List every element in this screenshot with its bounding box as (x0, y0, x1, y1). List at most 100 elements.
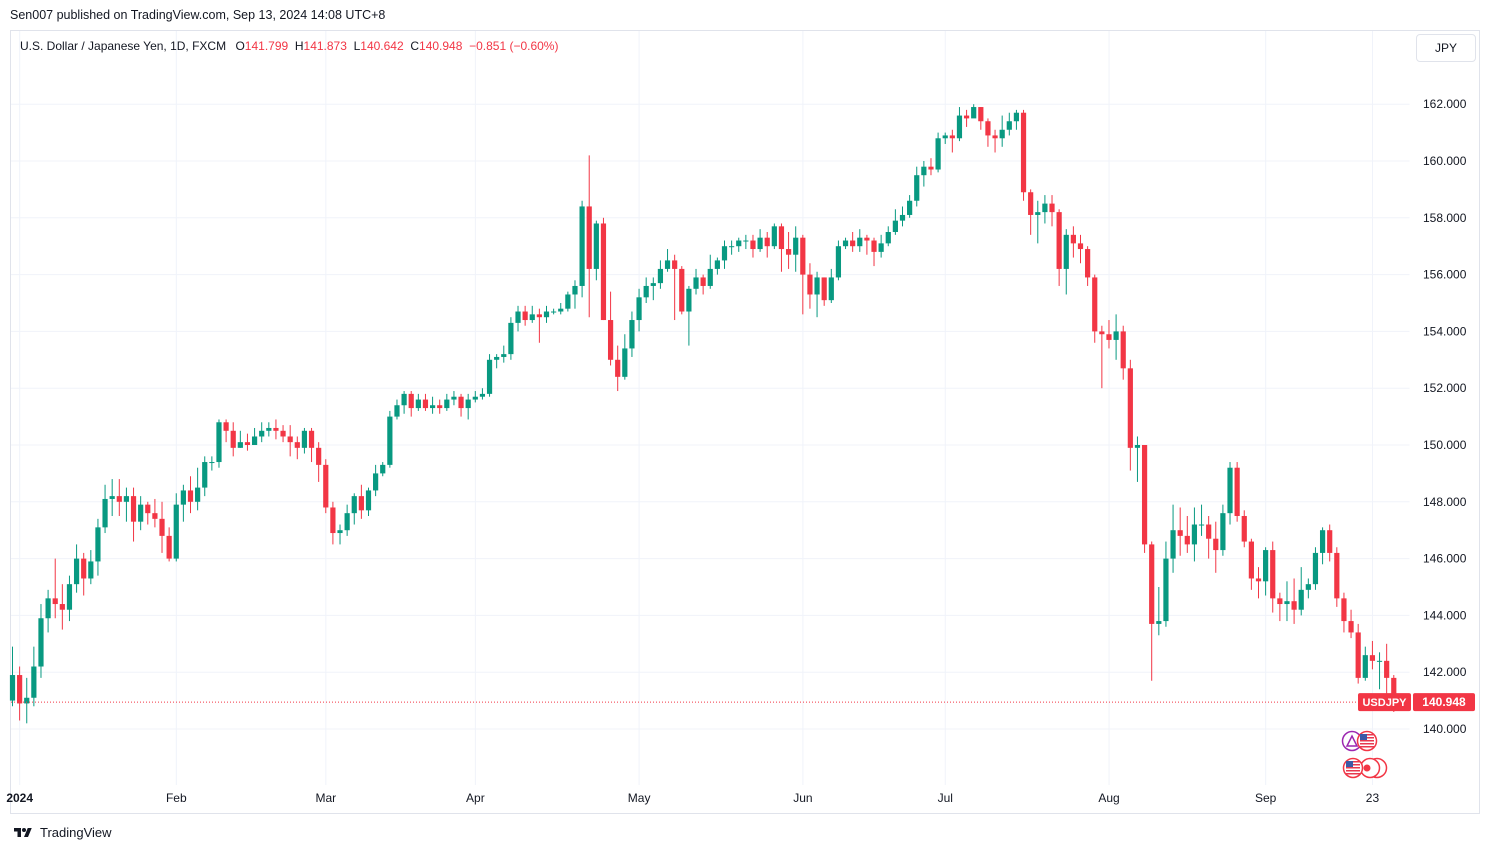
candle (1298, 567, 1304, 616)
legend-low: 140.642 (360, 39, 404, 53)
us-flag-icon[interactable] (1356, 730, 1378, 752)
currency-button[interactable]: JPY (1416, 34, 1476, 62)
candle-body (230, 430, 236, 448)
candle (1170, 504, 1176, 573)
candle-body (992, 135, 998, 139)
candle (52, 558, 58, 619)
candle (308, 427, 315, 463)
candle (743, 234, 749, 250)
candle-body (1077, 243, 1084, 250)
candle (145, 501, 151, 525)
chart-frame (10, 30, 1480, 814)
candle-body (266, 427, 272, 431)
candle (351, 493, 357, 525)
candle (842, 237, 849, 250)
candle (928, 158, 934, 176)
candle (1305, 578, 1311, 599)
candle-body (380, 464, 386, 474)
candle (88, 550, 94, 585)
candle (508, 317, 514, 360)
candle (24, 677, 30, 724)
candle-body (515, 311, 521, 323)
candle-body (664, 260, 671, 269)
candle-body (1341, 598, 1347, 622)
candle (138, 496, 144, 531)
candle (1291, 578, 1297, 624)
candle-body (600, 223, 607, 321)
candle (572, 280, 578, 309)
candle-body (472, 396, 478, 400)
candle-body (1056, 212, 1062, 269)
candle-body (1298, 589, 1304, 610)
candle-body (1028, 192, 1034, 215)
candle (857, 229, 863, 252)
candle (579, 200, 585, 298)
candle-body (273, 427, 279, 431)
candle-body (244, 442, 251, 445)
candle (729, 240, 735, 255)
candle-body (180, 490, 186, 505)
candle-body (351, 496, 357, 514)
candle (657, 260, 664, 289)
candle (800, 234, 806, 315)
candle-body (251, 436, 258, 445)
candle-body (1220, 513, 1226, 551)
candle-body (501, 354, 507, 357)
candle (180, 484, 186, 522)
candle-body (956, 115, 963, 139)
candle-body (202, 462, 208, 488)
candle-body (785, 249, 792, 255)
candle (1362, 646, 1368, 681)
candle-body (1120, 331, 1126, 369)
candle-body (1184, 535, 1190, 545)
y-tick-label: 152.000 (1423, 381, 1467, 395)
candle (1327, 524, 1333, 562)
candle-body (216, 422, 222, 463)
y-tick-label: 144.000 (1423, 608, 1467, 622)
candle (130, 487, 137, 542)
candle-body (942, 135, 948, 139)
candle (693, 268, 699, 295)
candle-body (743, 240, 749, 242)
candle-body (543, 311, 550, 318)
candle (437, 399, 443, 414)
candle (365, 487, 372, 516)
x-tick-label: Jun (793, 791, 812, 805)
candle (1198, 504, 1205, 536)
legend-high: 141.873 (303, 39, 347, 53)
candle-body (1277, 598, 1283, 605)
y-tick-label: 160.000 (1423, 154, 1467, 168)
event-dot (1363, 764, 1371, 772)
candle (1227, 462, 1233, 525)
candle (850, 232, 856, 252)
candle (600, 217, 607, 321)
candle-body (1384, 660, 1390, 678)
candle-body (579, 206, 585, 286)
y-tick-label: 140.000 (1423, 722, 1467, 736)
candle (301, 427, 308, 454)
candle-body (1134, 445, 1141, 448)
candle (963, 109, 970, 127)
candle (1056, 209, 1062, 286)
candle (700, 274, 706, 295)
candle-body (1063, 234, 1069, 269)
candle (1120, 325, 1126, 380)
candle-body (914, 175, 920, 201)
candle (81, 552, 87, 596)
time-axis: 2024 Feb Mar Apr May Jun Jul Aug Sep 23 (6, 791, 1379, 805)
candle-body (714, 260, 720, 269)
candle (942, 132, 948, 144)
candle-body (1305, 584, 1311, 590)
us-flag-icon[interactable] (1342, 757, 1364, 779)
candle (935, 132, 941, 173)
candle (373, 464, 379, 497)
candle-body (586, 206, 592, 269)
candle (166, 527, 172, 562)
candle (230, 422, 236, 457)
candle (102, 484, 108, 534)
y-tick-label: 154.000 (1423, 324, 1467, 338)
candle (1241, 510, 1247, 548)
candle (280, 425, 286, 443)
candle-body (209, 462, 215, 464)
